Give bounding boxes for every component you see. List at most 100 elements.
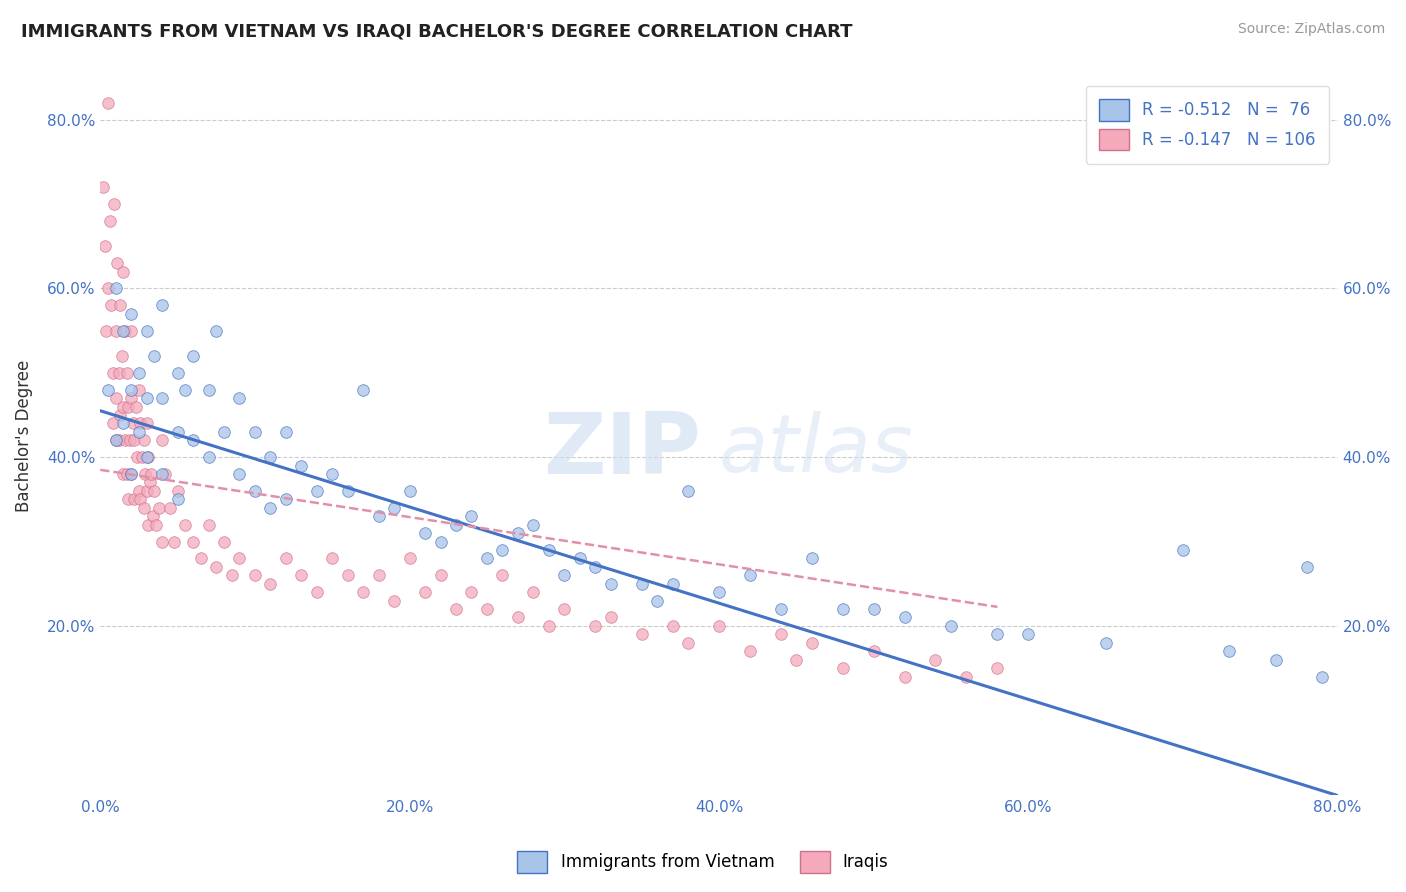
Point xyxy=(112,400,135,414)
Y-axis label: Bachelor's Degree: Bachelor's Degree xyxy=(15,360,32,512)
Point xyxy=(112,264,135,278)
Point xyxy=(939,619,962,633)
Point xyxy=(522,517,544,532)
Point xyxy=(104,324,127,338)
Point xyxy=(197,383,219,397)
Point xyxy=(738,644,761,658)
Point xyxy=(94,239,117,253)
Point xyxy=(197,517,219,532)
Point xyxy=(197,450,219,465)
Point xyxy=(97,95,120,110)
Point xyxy=(382,593,405,607)
Point xyxy=(738,568,761,582)
Point xyxy=(1094,636,1116,650)
Point xyxy=(707,585,730,599)
Point xyxy=(121,417,143,431)
Point xyxy=(135,450,157,465)
Point xyxy=(120,324,142,338)
Point xyxy=(305,585,328,599)
Point xyxy=(128,383,150,397)
Point xyxy=(785,653,807,667)
Point xyxy=(110,298,132,312)
Point xyxy=(367,509,389,524)
Point xyxy=(150,391,173,405)
Point xyxy=(114,324,136,338)
Point xyxy=(676,636,699,650)
Point xyxy=(124,492,146,507)
Point xyxy=(444,517,467,532)
Point xyxy=(429,568,451,582)
Point xyxy=(862,644,884,658)
Point xyxy=(568,551,591,566)
Point xyxy=(159,500,181,515)
Point xyxy=(274,425,297,439)
Point xyxy=(259,576,281,591)
Point xyxy=(143,349,166,363)
Point xyxy=(243,568,266,582)
Point xyxy=(115,467,138,481)
Point xyxy=(105,256,128,270)
Point xyxy=(553,568,575,582)
Point xyxy=(129,492,152,507)
Point xyxy=(321,467,343,481)
Point xyxy=(630,627,652,641)
Point xyxy=(142,509,165,524)
Point xyxy=(599,576,621,591)
Point xyxy=(290,568,312,582)
Point xyxy=(986,627,1008,641)
Point xyxy=(475,602,498,616)
Point xyxy=(145,517,167,532)
Point xyxy=(166,366,188,380)
Point xyxy=(506,526,529,541)
Point xyxy=(148,500,170,515)
Point xyxy=(413,585,436,599)
Point xyxy=(221,568,243,582)
Point xyxy=(117,492,139,507)
Point xyxy=(174,383,197,397)
Point xyxy=(444,602,467,616)
Point xyxy=(93,180,115,194)
Point xyxy=(150,534,173,549)
Point xyxy=(305,483,328,498)
Point xyxy=(104,434,127,448)
Point xyxy=(769,602,792,616)
Point xyxy=(800,551,823,566)
Point xyxy=(110,408,132,422)
Point xyxy=(243,425,266,439)
Point xyxy=(96,324,118,338)
Point xyxy=(120,307,142,321)
Text: ZIP: ZIP xyxy=(543,409,700,491)
Point xyxy=(321,551,343,566)
Point xyxy=(460,509,482,524)
Point xyxy=(132,500,155,515)
Point xyxy=(166,492,188,507)
Point xyxy=(413,526,436,541)
Point xyxy=(924,653,946,667)
Point xyxy=(134,467,156,481)
Point xyxy=(352,383,374,397)
Point xyxy=(181,434,204,448)
Point xyxy=(630,576,652,591)
Point xyxy=(98,214,121,228)
Point xyxy=(104,434,127,448)
Point xyxy=(136,450,159,465)
Point xyxy=(228,467,250,481)
Point xyxy=(150,298,173,312)
Point xyxy=(1171,543,1194,558)
Point xyxy=(120,467,142,481)
Text: IMMIGRANTS FROM VIETNAM VS IRAQI BACHELOR'S DEGREE CORRELATION CHART: IMMIGRANTS FROM VIETNAM VS IRAQI BACHELO… xyxy=(21,22,852,40)
Point xyxy=(166,425,188,439)
Point xyxy=(114,434,136,448)
Point xyxy=(1264,653,1286,667)
Point xyxy=(986,661,1008,675)
Point xyxy=(104,281,127,295)
Point xyxy=(228,551,250,566)
Point xyxy=(491,568,513,582)
Point xyxy=(128,366,150,380)
Point xyxy=(398,483,420,498)
Point xyxy=(97,281,120,295)
Point xyxy=(1310,669,1333,683)
Point xyxy=(150,467,173,481)
Point xyxy=(118,434,141,448)
Point xyxy=(112,324,135,338)
